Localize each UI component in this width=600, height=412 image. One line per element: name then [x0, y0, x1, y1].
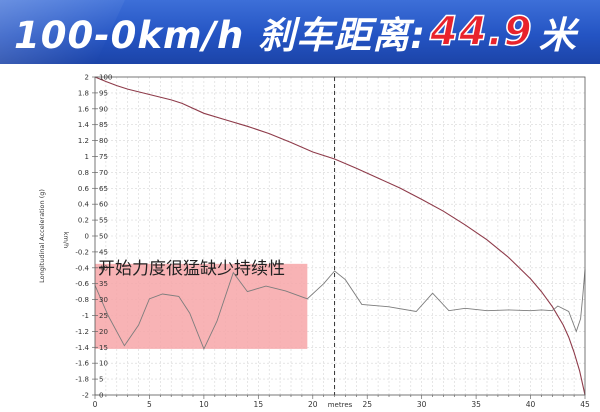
y-left-tick-label: 0.4: [78, 201, 90, 209]
y-right-tick-label: 45: [99, 248, 108, 256]
y-left-tick-label: -2: [82, 392, 89, 400]
y-right-tick-label: 80: [99, 137, 108, 145]
y-right-tick-label: 65: [99, 185, 108, 193]
y-left-tick-label: 1.2: [78, 137, 89, 145]
title-banner: 100-0km/h 刹车距离: 44.9 米: [0, 0, 600, 64]
y-left-tick-label: -1.4: [75, 344, 89, 352]
x-tick-label: 40: [526, 400, 536, 409]
y-right-tick-label: 35: [99, 280, 108, 288]
x-tick-label: 30: [417, 400, 427, 409]
x-tick-label: 35: [471, 400, 481, 409]
banner-main-text: 100-0km/h 刹车距离:: [14, 14, 427, 57]
y-right-tick-label: 5: [99, 376, 103, 384]
y-right-tick-label: 25: [99, 312, 108, 320]
y-right-tick-label: 95: [99, 89, 108, 97]
braking-distance-unit: 米: [538, 14, 577, 57]
y-axis-left-label: Longitudinal Acceleration (g): [38, 189, 46, 283]
x-tick-label: 20: [308, 400, 318, 409]
banner-title: 100-0km/h 刹车距离: 44.9 米: [14, 8, 577, 57]
acceleration-series-line: [94, 269, 586, 351]
y-left-tick-label: -0.2: [75, 248, 89, 256]
y-left-tick-label: 0.2: [78, 217, 89, 225]
y-right-tick-label: 50: [99, 233, 108, 241]
y-left-tick-label: -1.8: [75, 376, 89, 384]
y-left-tick-label: 1.6: [78, 105, 90, 113]
y-right-tick-label: 10: [99, 360, 108, 368]
y-left-tick-label: -1.6: [75, 360, 89, 368]
y-left-tick-label: -1.2: [75, 328, 89, 336]
y-left-tick-label: 0.6: [78, 185, 90, 193]
y-left-tick-label: 1: [85, 153, 89, 161]
x-tick-label: 25: [362, 400, 372, 409]
y-right-tick-label: 75: [99, 153, 108, 161]
braking-distance-value: 44.9: [429, 8, 533, 56]
y-right-tick-label: 0: [99, 392, 103, 400]
x-tick-label: 45: [580, 400, 590, 409]
x-axis-label: metres: [328, 401, 353, 409]
x-tick-label: 5: [147, 400, 152, 409]
chart-ticks: 0 5 10 15 20 25 30 35 40 45 2 1.8 1.6 1.4 1.2 1 0.8 0.6 0.…: [75, 74, 590, 410]
y-left-tick-label: -0.8: [75, 296, 89, 304]
y-right-tick-label: 85: [99, 121, 108, 129]
braking-chart: 0 5 10 15 20 25 30 35 40 45 2 1.8 1.6 1.4 1.2 1 0.8 0.6 0.…: [38, 74, 590, 410]
y-axis-right-label: km/h: [62, 232, 70, 248]
y-left-tick-label: 1.4: [78, 121, 90, 129]
y-left-tick-label: -0.4: [75, 264, 89, 272]
y-left-tick-label: 1.8: [78, 89, 89, 97]
y-right-tick-label: 90: [99, 105, 108, 113]
y-right-tick-label: 40: [99, 264, 108, 272]
y-right-tick-label: 30: [99, 296, 108, 304]
x-tick-label: 15: [254, 400, 264, 409]
y-right-tick-label: 100: [99, 74, 112, 82]
y-left-tick-label: 0: [85, 233, 89, 241]
chart-series: [94, 76, 586, 396]
y-left-tick-label: 2: [85, 74, 89, 82]
x-tick-label: 0: [93, 400, 98, 409]
x-tick-label: 10: [199, 400, 209, 409]
y-right-tick-label: 55: [99, 217, 108, 225]
y-right-tick-label: 15: [99, 344, 108, 352]
y-right-tick-label: 20: [99, 328, 108, 336]
y-left-tick-label: -1: [82, 312, 89, 320]
y-right-tick-label: 70: [99, 169, 108, 177]
y-right-tick-label: 60: [99, 201, 108, 209]
annotation-highlight-box: [95, 263, 308, 349]
annotation-text: 开始力度很猛缺少持续性: [98, 259, 285, 279]
y-left-tick-label: 0.8: [78, 169, 89, 177]
y-left-tick-label: -0.6: [75, 280, 89, 288]
